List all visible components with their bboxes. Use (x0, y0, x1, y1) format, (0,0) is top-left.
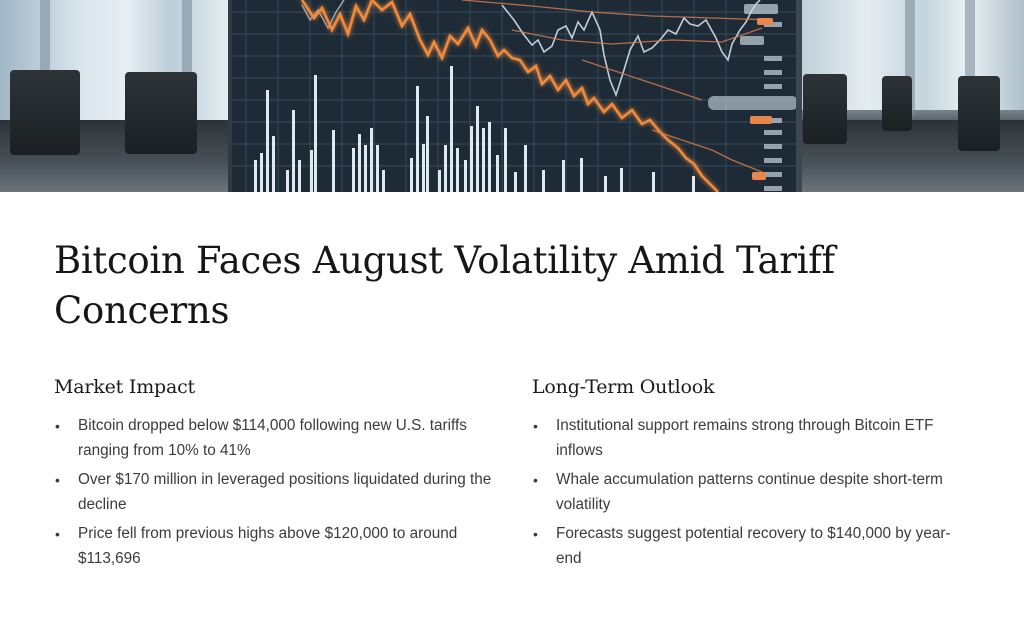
chair (125, 72, 197, 154)
trading-monitor (228, 0, 802, 192)
list-item: • Whale accumulation patterns continue d… (532, 468, 972, 517)
chair (803, 74, 847, 144)
list-item-text: Bitcoin dropped below $114,000 following… (78, 417, 467, 459)
chair (10, 70, 80, 155)
window-frame (905, 0, 915, 115)
section-heading: Market Impact (54, 376, 195, 398)
hero-image (0, 0, 1024, 192)
window-frame (182, 0, 192, 115)
list-item-text: Whale accumulation patterns continue des… (556, 471, 943, 513)
stock-chart-icon (232, 0, 796, 192)
list-item: • Over $170 million in leveraged positio… (54, 468, 494, 517)
list-item-text: Price fell from previous highs above $12… (78, 525, 458, 567)
bullet-list: • Bitcoin dropped below $114,000 followi… (54, 414, 494, 571)
window-frame (965, 0, 975, 115)
bullet-icon: • (533, 418, 538, 434)
chair (958, 76, 1000, 151)
bullet-icon: • (533, 472, 538, 488)
bullet-list: • Institutional support remains strong t… (532, 414, 972, 571)
window-frame (40, 0, 50, 115)
list-item-text: Forecasts suggest potential recovery to … (556, 525, 951, 567)
article-title: Bitcoin Faces August Volatility Amid Tar… (54, 239, 835, 332)
section-heading: Long-Term Outlook (532, 376, 715, 398)
bullet-icon: • (55, 526, 60, 542)
section-long-term-outlook: Long-Term Outlook • Institutional suppor… (532, 374, 972, 576)
list-item: • Institutional support remains strong t… (532, 414, 972, 463)
list-item: • Price fell from previous highs above $… (54, 522, 494, 571)
section-market-impact: Market Impact • Bitcoin dropped below $1… (54, 374, 494, 576)
bullet-icon: • (55, 472, 60, 488)
bullet-icon: • (533, 526, 538, 542)
chair (882, 76, 912, 131)
list-item-text: Over $170 million in leveraged positions… (78, 471, 492, 513)
bullet-icon: • (55, 418, 60, 434)
list-item: • Bitcoin dropped below $114,000 followi… (54, 414, 494, 463)
list-item: • Forecasts suggest potential recovery t… (532, 522, 972, 571)
list-item-text: Institutional support remains strong thr… (556, 417, 934, 459)
